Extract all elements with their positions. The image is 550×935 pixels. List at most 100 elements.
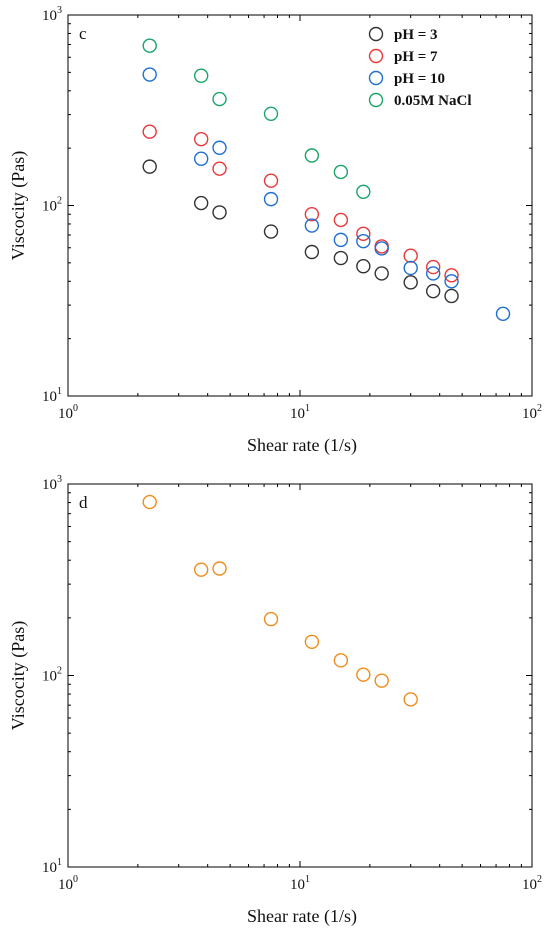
data-point (374, 266, 389, 281)
data-point (374, 241, 389, 256)
data-point (304, 148, 320, 163)
x-tick-label-base: 10 (522, 406, 537, 422)
x-tick-label: 100 (58, 403, 78, 422)
series-3 (142, 38, 371, 200)
data-point (333, 164, 349, 180)
data-point (212, 91, 227, 107)
plot-frame (67, 14, 533, 397)
data-point (356, 259, 371, 274)
y-tick-label-exponent: 2 (57, 666, 62, 677)
data-point (193, 131, 209, 147)
data-point (374, 673, 389, 688)
series-0 (142, 159, 459, 304)
y-tick-label-exponent: 3 (57, 474, 62, 485)
data-point (212, 161, 227, 176)
data-point (142, 494, 157, 510)
data-point (444, 288, 459, 304)
data-point (333, 232, 349, 248)
data-point (263, 191, 279, 207)
y-tick-label: 103 (42, 474, 62, 493)
panel-label: c (79, 24, 87, 43)
x-tick-label-exponent: 0 (73, 874, 78, 885)
data-point (193, 195, 209, 211)
y-tick-label: 102 (42, 196, 62, 215)
data-point (425, 283, 441, 299)
data-point (495, 306, 511, 322)
y-tick-label: 103 (42, 5, 62, 24)
data-point (304, 218, 320, 233)
panel-label: d (79, 493, 88, 512)
x-tick-label: 100 (58, 874, 78, 893)
x-tick-label-exponent: 1 (305, 403, 310, 414)
data-point (425, 259, 441, 275)
legend-label: pH = 7 (394, 49, 438, 65)
y-axis-label: Viscocity (Pas) (8, 621, 29, 730)
series-1 (142, 124, 459, 283)
x-tick-label-exponent: 1 (305, 874, 310, 885)
data-point (193, 151, 209, 166)
y-tick-label-base: 10 (42, 477, 57, 493)
x-axis-label: Shear rate (1/s) (247, 435, 357, 456)
x-tick-label-base: 10 (522, 877, 537, 893)
data-point (444, 268, 459, 283)
x-ticks (67, 484, 533, 867)
legend-label: 0.05M NaCl (394, 93, 472, 109)
x-tick-label: 101 (290, 874, 310, 893)
data-point (304, 207, 320, 222)
data-point (212, 205, 227, 220)
y-tick-label-base: 10 (42, 389, 57, 405)
data-point (425, 266, 441, 281)
y-tick-label-exponent: 1 (57, 386, 62, 397)
data-point (333, 250, 349, 266)
data-point (356, 226, 371, 242)
x-tick-label-exponent: 2 (537, 403, 542, 414)
legend-label: pH = 10 (394, 71, 445, 87)
y-axis-label: Viscocity (Pas) (8, 151, 29, 260)
data-point (142, 38, 157, 53)
x-tick-label-base: 10 (290, 406, 305, 422)
data-point (333, 212, 349, 228)
y-ticks (68, 23, 532, 397)
data-point (212, 561, 227, 576)
y-tick-label-exponent: 2 (57, 196, 62, 207)
y-tick-label-base: 10 (42, 669, 57, 685)
data-point (212, 140, 227, 155)
data-point (444, 274, 459, 289)
y-tick-label: 102 (42, 666, 62, 685)
x-tick-label-base: 10 (58, 877, 73, 893)
x-tick-label-exponent: 0 (73, 403, 78, 414)
data-point (304, 244, 320, 260)
y-ticks (68, 492, 532, 868)
data-point (142, 159, 157, 174)
data-point (142, 124, 157, 139)
y-tick-label-base: 10 (42, 860, 57, 876)
data-point (193, 68, 209, 83)
data-point (263, 173, 279, 188)
data-point (403, 248, 418, 263)
data-point (263, 224, 279, 239)
legend-marker (368, 26, 384, 42)
legend: pH = 3 pH = 7 pH = 10 0.05M NaCl (368, 26, 472, 109)
legend-marker (368, 70, 384, 86)
x-tick-label: 102 (522, 874, 542, 893)
legend-label: pH = 3 (394, 27, 438, 43)
data-point (263, 106, 279, 121)
y-tick-label: 101 (42, 857, 62, 876)
x-tick-label-exponent: 2 (537, 874, 542, 885)
data-point (193, 562, 209, 577)
data-point (142, 67, 157, 82)
legend-marker (368, 92, 384, 108)
data-point (356, 233, 371, 249)
y-tick-label: 101 (42, 386, 62, 405)
data-point (263, 611, 279, 627)
x-tick-label-base: 10 (290, 877, 305, 893)
data-point (403, 260, 418, 276)
y-tick-label-base: 10 (42, 8, 57, 24)
x-tick-label: 101 (290, 403, 310, 422)
x-tick-label: 102 (522, 403, 542, 422)
data-point (356, 184, 371, 200)
plot-frame (67, 483, 533, 868)
